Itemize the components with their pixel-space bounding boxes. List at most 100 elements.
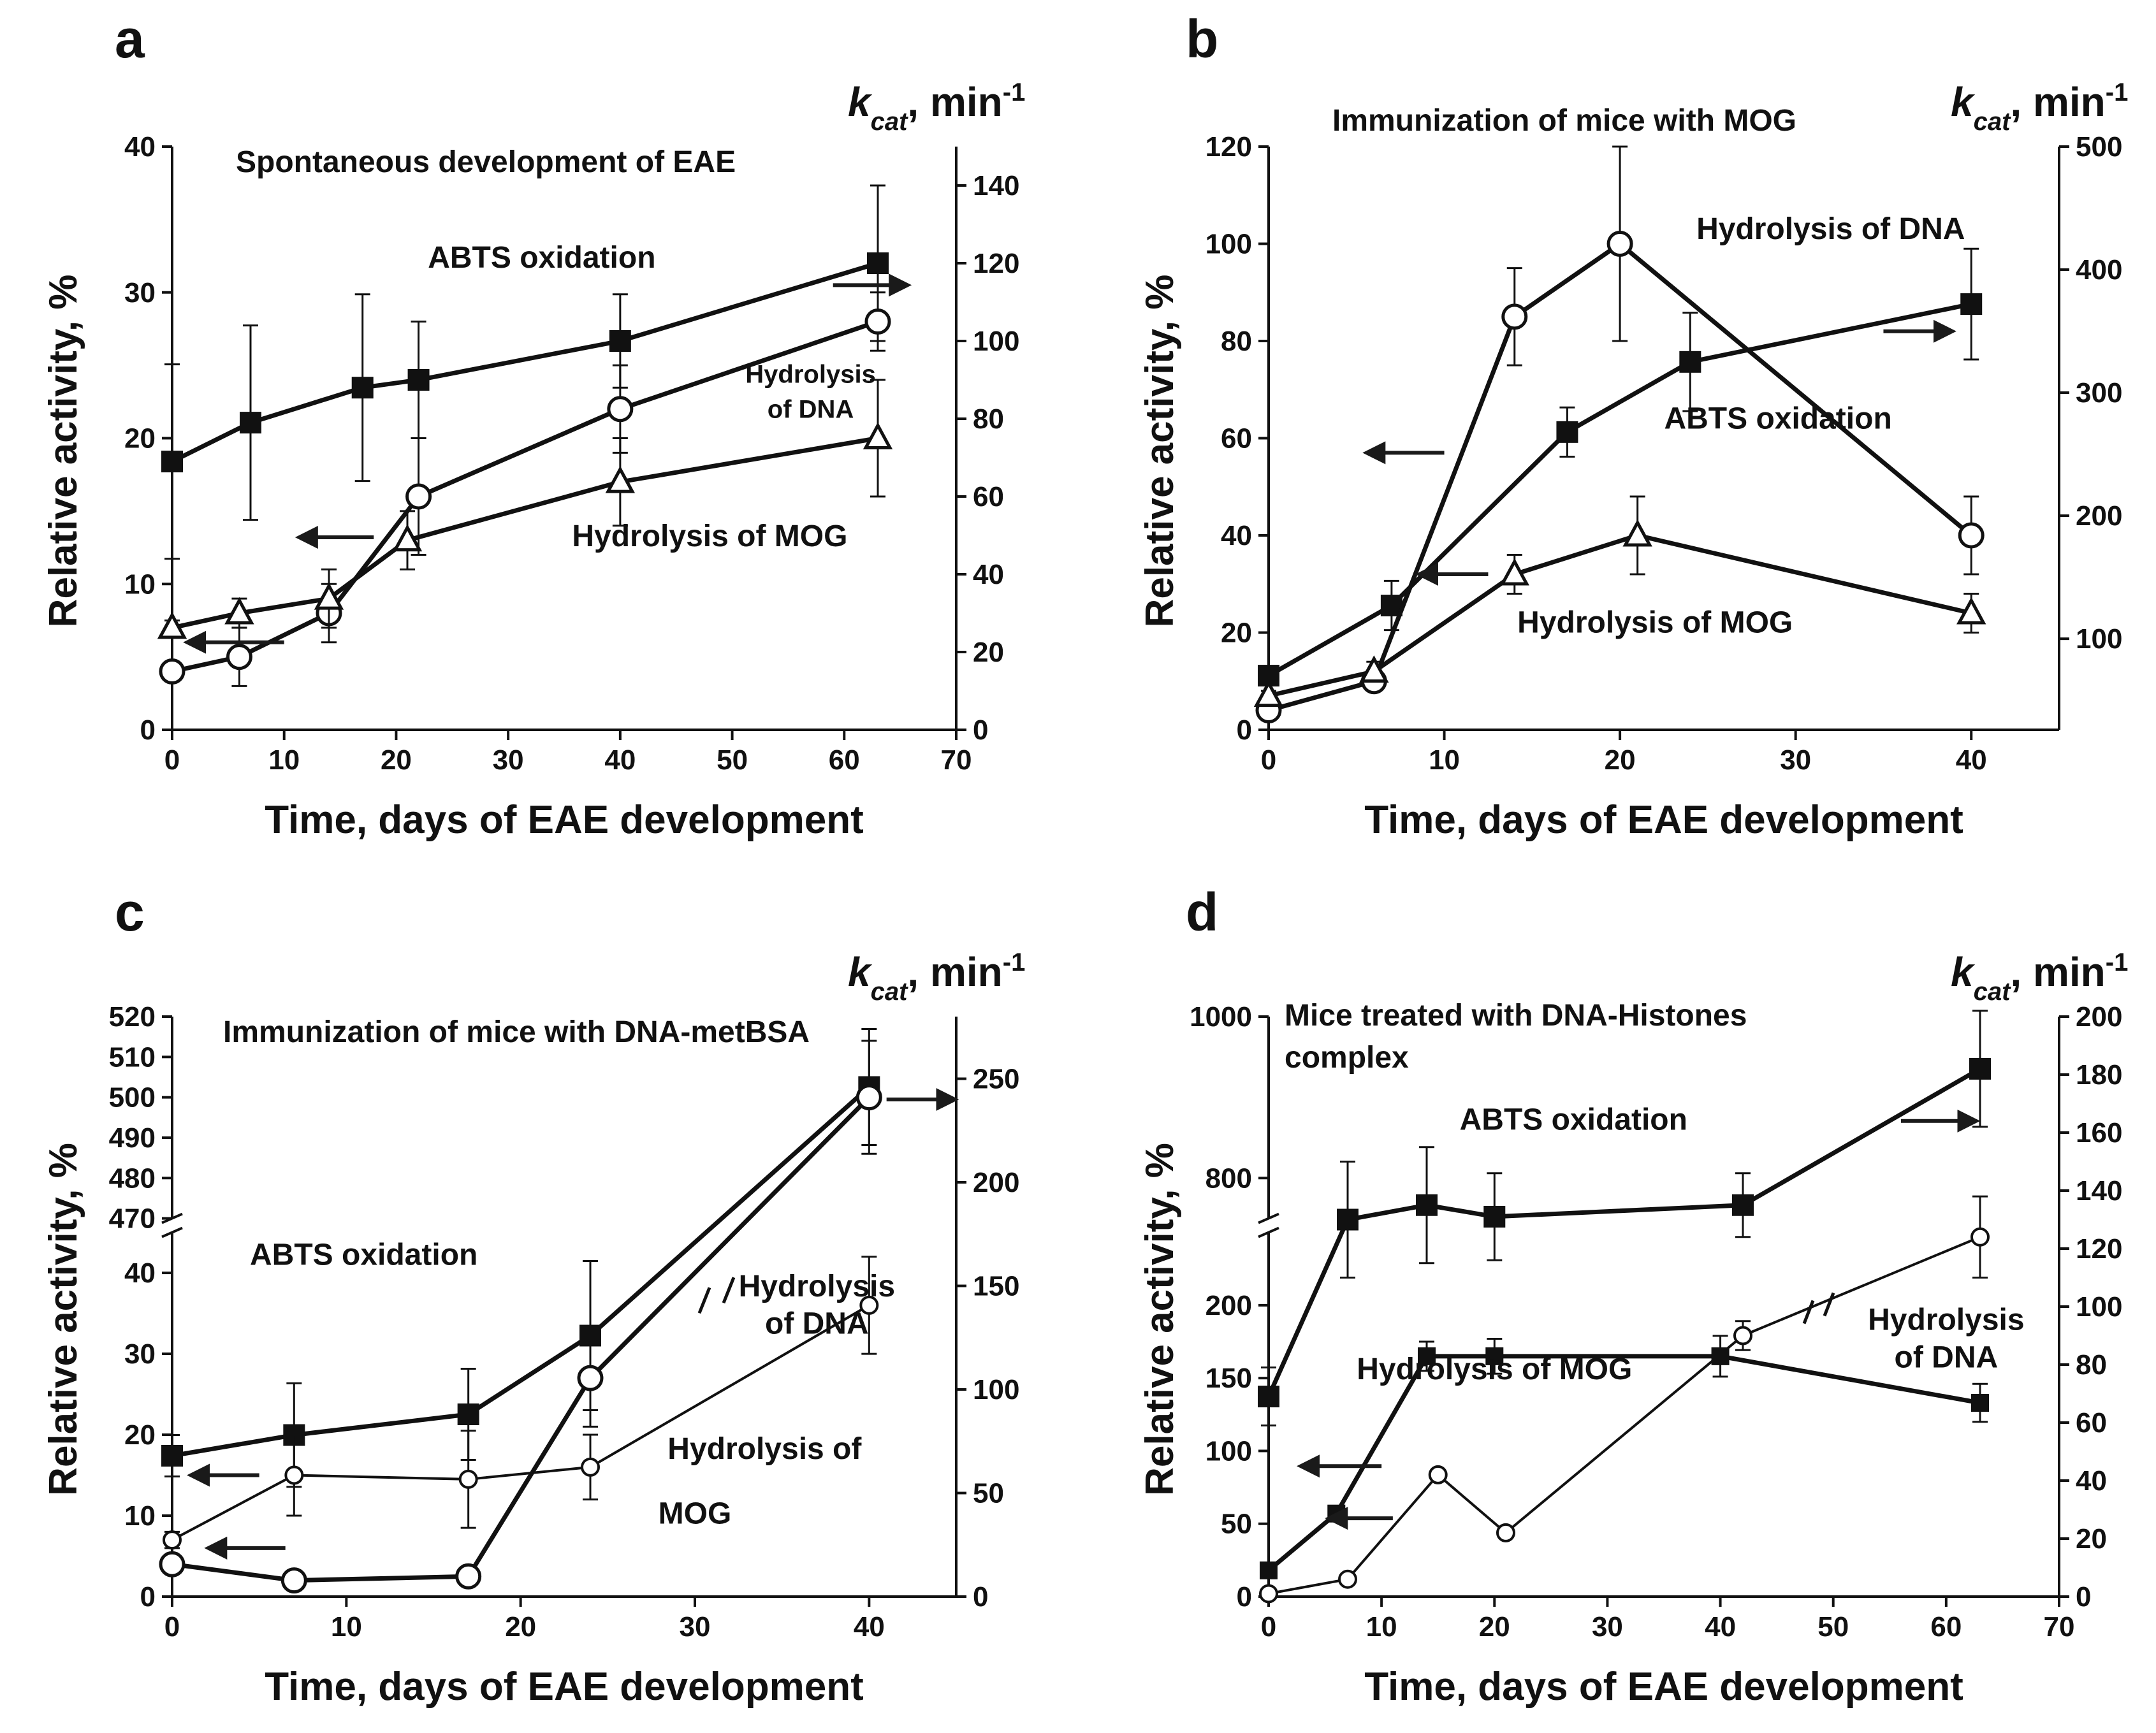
x-tick-label: 0 xyxy=(164,744,180,776)
data-point-circle xyxy=(159,1551,186,1577)
data-point-circle xyxy=(1259,1584,1278,1604)
y-tick-label: 120 xyxy=(1205,131,1252,163)
y2-tick-label: 80 xyxy=(973,403,1004,435)
y2-tick-label: 100 xyxy=(2076,1291,2122,1323)
data-point-circle xyxy=(864,308,891,335)
y-tick-label: 20 xyxy=(1221,618,1252,649)
y2-tick-label: 40 xyxy=(2076,1465,2107,1497)
y-tick-label: 100 xyxy=(1205,1435,1252,1467)
panel-d: d 0 10 20 30 40 50 60 70 800 1000 0 50 100 150 200 0 20 40… xyxy=(1138,882,2128,1709)
x-tick-label: 30 xyxy=(1780,744,1811,776)
x-tick-label: 50 xyxy=(1817,1611,1849,1642)
panel-letter: b xyxy=(1186,9,1218,69)
panel-title-line2: complex xyxy=(1285,1041,1409,1075)
data-point-square xyxy=(1679,351,1701,373)
y-axis-label: Relative activity, % xyxy=(1138,275,1182,628)
data-point-square xyxy=(161,451,183,473)
y-tick-label: 100 xyxy=(1205,229,1252,260)
x-tick-label: 0 xyxy=(164,1611,180,1642)
data-point-square xyxy=(351,377,374,399)
y-tick-label: 60 xyxy=(1221,423,1252,454)
data-point-circle xyxy=(859,1295,879,1315)
y-tick-label: 500 xyxy=(109,1082,156,1113)
x-tick-label: 20 xyxy=(381,744,412,776)
annotation: Hydrolysis xyxy=(1868,1303,2024,1337)
data-point-square xyxy=(1337,1208,1358,1231)
y-axis-label: Relative activity, % xyxy=(1138,1143,1182,1496)
annotation: Hydrolysis of MOG xyxy=(1357,1352,1632,1386)
data-point-circle xyxy=(577,1365,604,1391)
y-tick-label: 30 xyxy=(124,277,156,308)
series-break-mark xyxy=(1823,1292,1835,1317)
y2-tick-label: 60 xyxy=(973,481,1004,512)
data-point-square xyxy=(1711,1347,1730,1365)
series-hydrolysis-of-dna xyxy=(159,291,891,687)
x-tick-label: 40 xyxy=(1705,1611,1736,1642)
x-tick-label: 60 xyxy=(829,744,860,776)
x-tick-label: 70 xyxy=(941,744,972,776)
y-tick-label: 40 xyxy=(124,131,156,163)
y2-tick-label: 180 xyxy=(2076,1059,2122,1091)
x-tick-label: 10 xyxy=(1429,744,1460,776)
data-point-triangle xyxy=(157,611,187,639)
y-tick-label: 800 xyxy=(1205,1163,1252,1194)
series-line xyxy=(1268,1235,1981,1595)
panel-title-line1: Mice treated with DNA-Histones xyxy=(1285,999,1747,1033)
annotation: Hydrolysis xyxy=(739,1270,895,1303)
panel-letter: c xyxy=(115,882,145,942)
data-point-triangle xyxy=(1499,558,1529,586)
series-hydrolysis-of-mog xyxy=(157,379,893,639)
data-point-square xyxy=(1485,1347,1504,1365)
data-point-square xyxy=(1260,1561,1278,1579)
y-tick-label: 0 xyxy=(140,1581,156,1613)
annotation: ABTS oxidation xyxy=(1664,402,1891,435)
annotation: Hydrolysis of MOG xyxy=(572,519,847,553)
data-point-circle xyxy=(1496,1523,1515,1542)
panel-a: a0 10 20 30 40 50 60 70010203040020406080100120… xyxy=(41,9,1025,842)
data-point-square xyxy=(1258,1386,1279,1408)
y2-tick-label: 140 xyxy=(2076,1175,2122,1207)
data-point-circle xyxy=(1970,1227,1990,1247)
x-axis-label: Time, days of EAE development xyxy=(1364,798,1963,842)
data-point-circle xyxy=(284,1465,304,1485)
data-point-triangle xyxy=(1956,597,1986,625)
panel-title: Spontaneous development of EAE xyxy=(236,145,736,179)
annotation: of DNA xyxy=(765,1307,869,1340)
y-tick-label: 20 xyxy=(124,1419,156,1451)
series-line xyxy=(171,261,879,464)
y2-tick-label: 300 xyxy=(2076,377,2122,409)
data-point-circle xyxy=(581,1457,600,1477)
y-tick-label: 510 xyxy=(109,1041,156,1073)
x-tick-label: 20 xyxy=(1605,744,1636,776)
series-break-mark xyxy=(1802,1300,1815,1324)
x-tick-label: 20 xyxy=(1479,1611,1510,1642)
data-point-triangle xyxy=(1622,519,1652,547)
y2-tick-label: 60 xyxy=(2076,1407,2107,1439)
data-point-triangle xyxy=(392,524,423,552)
series-line xyxy=(171,436,878,630)
data-point-circle xyxy=(1501,303,1528,330)
annotation: MOG xyxy=(659,1497,732,1531)
data-point-triangle xyxy=(224,597,254,625)
y2-tick-label: 200 xyxy=(2076,1001,2122,1033)
y-tick-label: 10 xyxy=(124,1500,156,1532)
y2-tick-label: 0 xyxy=(2076,1581,2091,1613)
y-tick-label: 40 xyxy=(1221,520,1252,551)
y2-tick-label: 20 xyxy=(2076,1523,2107,1555)
data-point-circle xyxy=(458,1469,478,1489)
y2-tick-label: 200 xyxy=(2076,500,2122,532)
data-point-square xyxy=(1556,421,1578,443)
x-axis-label: Time, days of EAE development xyxy=(265,1665,863,1709)
y-tick-label: 0 xyxy=(1237,1581,1252,1613)
data-point-circle xyxy=(226,644,252,671)
annotation: ABTS oxidation xyxy=(250,1238,477,1272)
x-tick-label: 20 xyxy=(505,1611,536,1642)
y2-tick-label: 120 xyxy=(973,248,1019,279)
x-tick-label: 40 xyxy=(604,744,636,776)
y-tick-label: 0 xyxy=(1237,714,1252,746)
y2-tick-label: 100 xyxy=(973,326,1019,357)
y2-tick-label: 0 xyxy=(973,1581,988,1613)
annotation: Hydrolysis of DNA xyxy=(1696,212,1965,246)
x-tick-label: 40 xyxy=(1956,744,1987,776)
